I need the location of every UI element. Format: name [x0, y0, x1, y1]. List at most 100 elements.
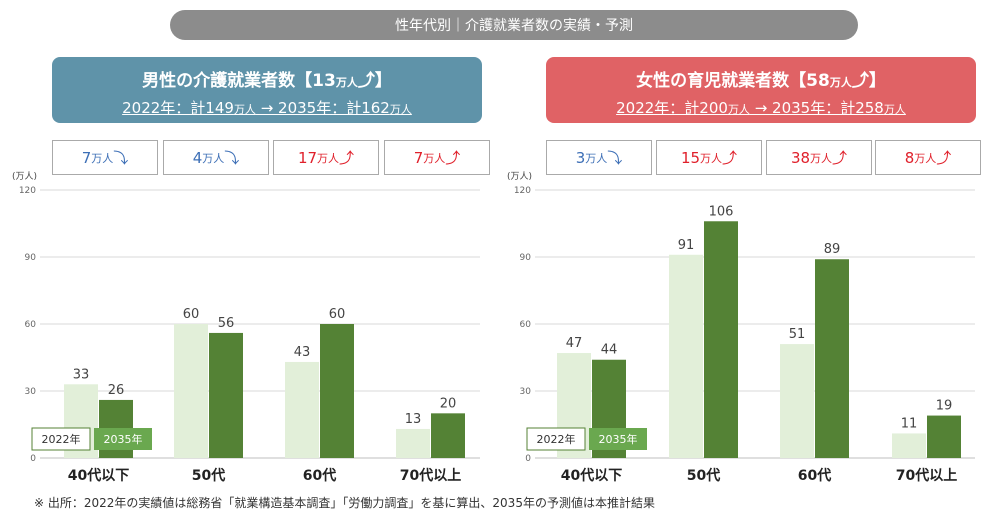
delta-number: 3: [575, 148, 586, 167]
male-bar-2022: [396, 428, 430, 458]
female-category-label: 40代以下: [561, 467, 622, 484]
male-data-label: 20: [440, 396, 457, 411]
female-chart: (万人) 0 30 60 90 120 47 44 40代以下 91 106 50代 51 89 60代 11…: [507, 171, 975, 484]
male-y-tick-label: 0: [30, 454, 36, 464]
delta-unit: 万人: [810, 151, 833, 165]
male-panel-title: 男性の介護就業者数【13万人⤴】: [52, 66, 482, 91]
male-delta-box: 7 万人 ⤵: [52, 140, 158, 175]
delta-number: 17: [297, 148, 318, 167]
delta-unit: 万人: [423, 151, 446, 165]
female-title-unit: 万人: [829, 76, 852, 89]
male-delta-box: 4 万人 ⤵: [163, 140, 269, 175]
arrow-down-icon: ⤵: [224, 149, 240, 167]
male-bar-2035: [209, 332, 243, 458]
male-sub-2022: 2022年：計149: [122, 99, 234, 117]
female-data-label: 91: [678, 238, 695, 253]
female-title-arrow: ⤴】: [851, 71, 886, 91]
arrow-down-icon: ⤵: [607, 149, 623, 167]
delta-unit: 万人: [585, 151, 608, 165]
delta-number: 7: [81, 148, 92, 167]
female-bar-2035: [704, 221, 738, 458]
male-y-tick-label: 30: [25, 387, 37, 397]
delta-number: 8: [904, 148, 915, 167]
female-y-tick-label: 60: [520, 320, 532, 330]
female-data-label: 106: [709, 204, 734, 219]
male-legend-2035-box: [94, 428, 152, 450]
male-data-label: 13: [405, 412, 422, 427]
female-panel-subtitle: 2022年：計200万人 → 2035年：計258万人: [546, 97, 976, 118]
female-data-label: 11: [901, 416, 918, 431]
male-bar-2022: [174, 324, 208, 458]
bar-charts: (万人) 0 30 60 90 120 33 26 40代以下 60 56 50代 43 60 60代 13 2…: [12, 171, 975, 484]
female-y-tick-label: 30: [520, 387, 532, 397]
delta-number: 7: [413, 148, 424, 167]
female-title-text: 女性の育児就業者数【58: [636, 71, 830, 91]
female-data-label: 19: [936, 399, 953, 414]
male-bar-2035: [431, 413, 465, 458]
male-chart: (万人) 0 30 60 90 120 33 26 40代以下 60 56 50代 43 60 60代 13 2…: [12, 171, 480, 484]
female-data-label: 51: [789, 327, 806, 342]
male-category-label: 60代: [303, 467, 336, 484]
female-delta-box: 3 万人 ⤵: [546, 140, 652, 175]
male-data-label: 60: [329, 307, 346, 322]
arrow-up-icon: ⤴: [339, 149, 355, 167]
male-category-label: 40代以下: [68, 467, 129, 484]
male-y-tick-label: 120: [19, 186, 36, 196]
female-category-label: 50代: [687, 467, 720, 484]
female-bar-2035: [927, 415, 961, 458]
male-data-label: 26: [108, 383, 125, 398]
delta-unit: 万人: [91, 151, 114, 165]
arrow-up-icon: ⤴: [832, 149, 848, 167]
male-y-tick-label: 90: [25, 253, 37, 263]
female-data-label: 89: [824, 242, 841, 257]
female-panel-title: 女性の育児就業者数【58万人⤴】: [546, 66, 976, 91]
male-legend-2035-label: 2035年: [104, 432, 143, 446]
male-category-label: 70代以上: [400, 467, 461, 484]
arrow-down-icon: ⤵: [113, 149, 129, 167]
female-sub-2035: → 2035年：計258: [749, 99, 884, 117]
male-title-unit: 万人: [335, 76, 358, 89]
female-category-label: 70代以上: [896, 467, 957, 484]
female-sub-unit-a: 万人: [727, 103, 750, 116]
male-bar-2022: [285, 361, 319, 458]
male-delta-box: 17 万人 ⤴: [273, 140, 379, 175]
male-panel-subtitle: 2022年：計149万人 → 2035年：計162万人: [52, 97, 482, 118]
male-y-unit-label: (万人): [12, 171, 37, 182]
arrow-up-icon: ⤴: [445, 149, 461, 167]
delta-number: 38: [790, 148, 811, 167]
footnote: ※ 出所：2022年の実績値は総務省「就業構造基本調査」「労働力調査」を基に算出…: [34, 496, 655, 510]
female-legend-2035-box: [589, 428, 647, 450]
female-panel-header: 女性の育児就業者数【58万人⤴】 2022年：計200万人 → 2035年：計2…: [546, 57, 976, 123]
female-category-label: 60代: [798, 467, 831, 484]
male-bar-2035: [320, 324, 354, 458]
male-legend-2022-label: 2022年: [42, 432, 81, 446]
male-sub-2035: → 2035年：計162: [255, 99, 390, 117]
female-y-tick-label: 0: [525, 454, 531, 464]
male-data-label: 56: [218, 316, 235, 331]
arrow-up-icon: ⤴: [936, 149, 952, 167]
male-data-label: 43: [294, 345, 311, 360]
male-title-text: 男性の介護就業者数【13: [142, 71, 336, 91]
arrow-up-icon: ⤴: [722, 149, 738, 167]
female-bar-2022: [669, 254, 703, 458]
female-sub-2022: 2022年：計200: [616, 99, 728, 117]
female-delta-box: 15 万人 ⤴: [656, 140, 762, 175]
male-title-arrow: ⤴】: [357, 71, 392, 91]
delta-unit: 万人: [202, 151, 225, 165]
delta-unit: 万人: [914, 151, 937, 165]
male-data-label: 33: [73, 367, 90, 382]
female-y-unit-label: (万人): [507, 171, 532, 182]
delta-unit: 万人: [700, 151, 723, 165]
female-data-label: 44: [601, 343, 618, 358]
male-data-label: 60: [183, 307, 200, 322]
top-banner: 性年代別｜介護就業者数の実績・予測: [170, 10, 858, 40]
female-delta-box: 8 万人 ⤴: [875, 140, 981, 175]
female-sub-unit-b: 万人: [883, 103, 906, 116]
delta-number: 15: [680, 148, 701, 167]
female-data-label: 47: [566, 336, 583, 351]
female-y-tick-label: 120: [514, 186, 531, 196]
female-bar-2035: [815, 259, 849, 458]
male-sub-unit-a: 万人: [233, 103, 256, 116]
female-bar-2022: [892, 433, 926, 458]
delta-unit: 万人: [317, 151, 340, 165]
